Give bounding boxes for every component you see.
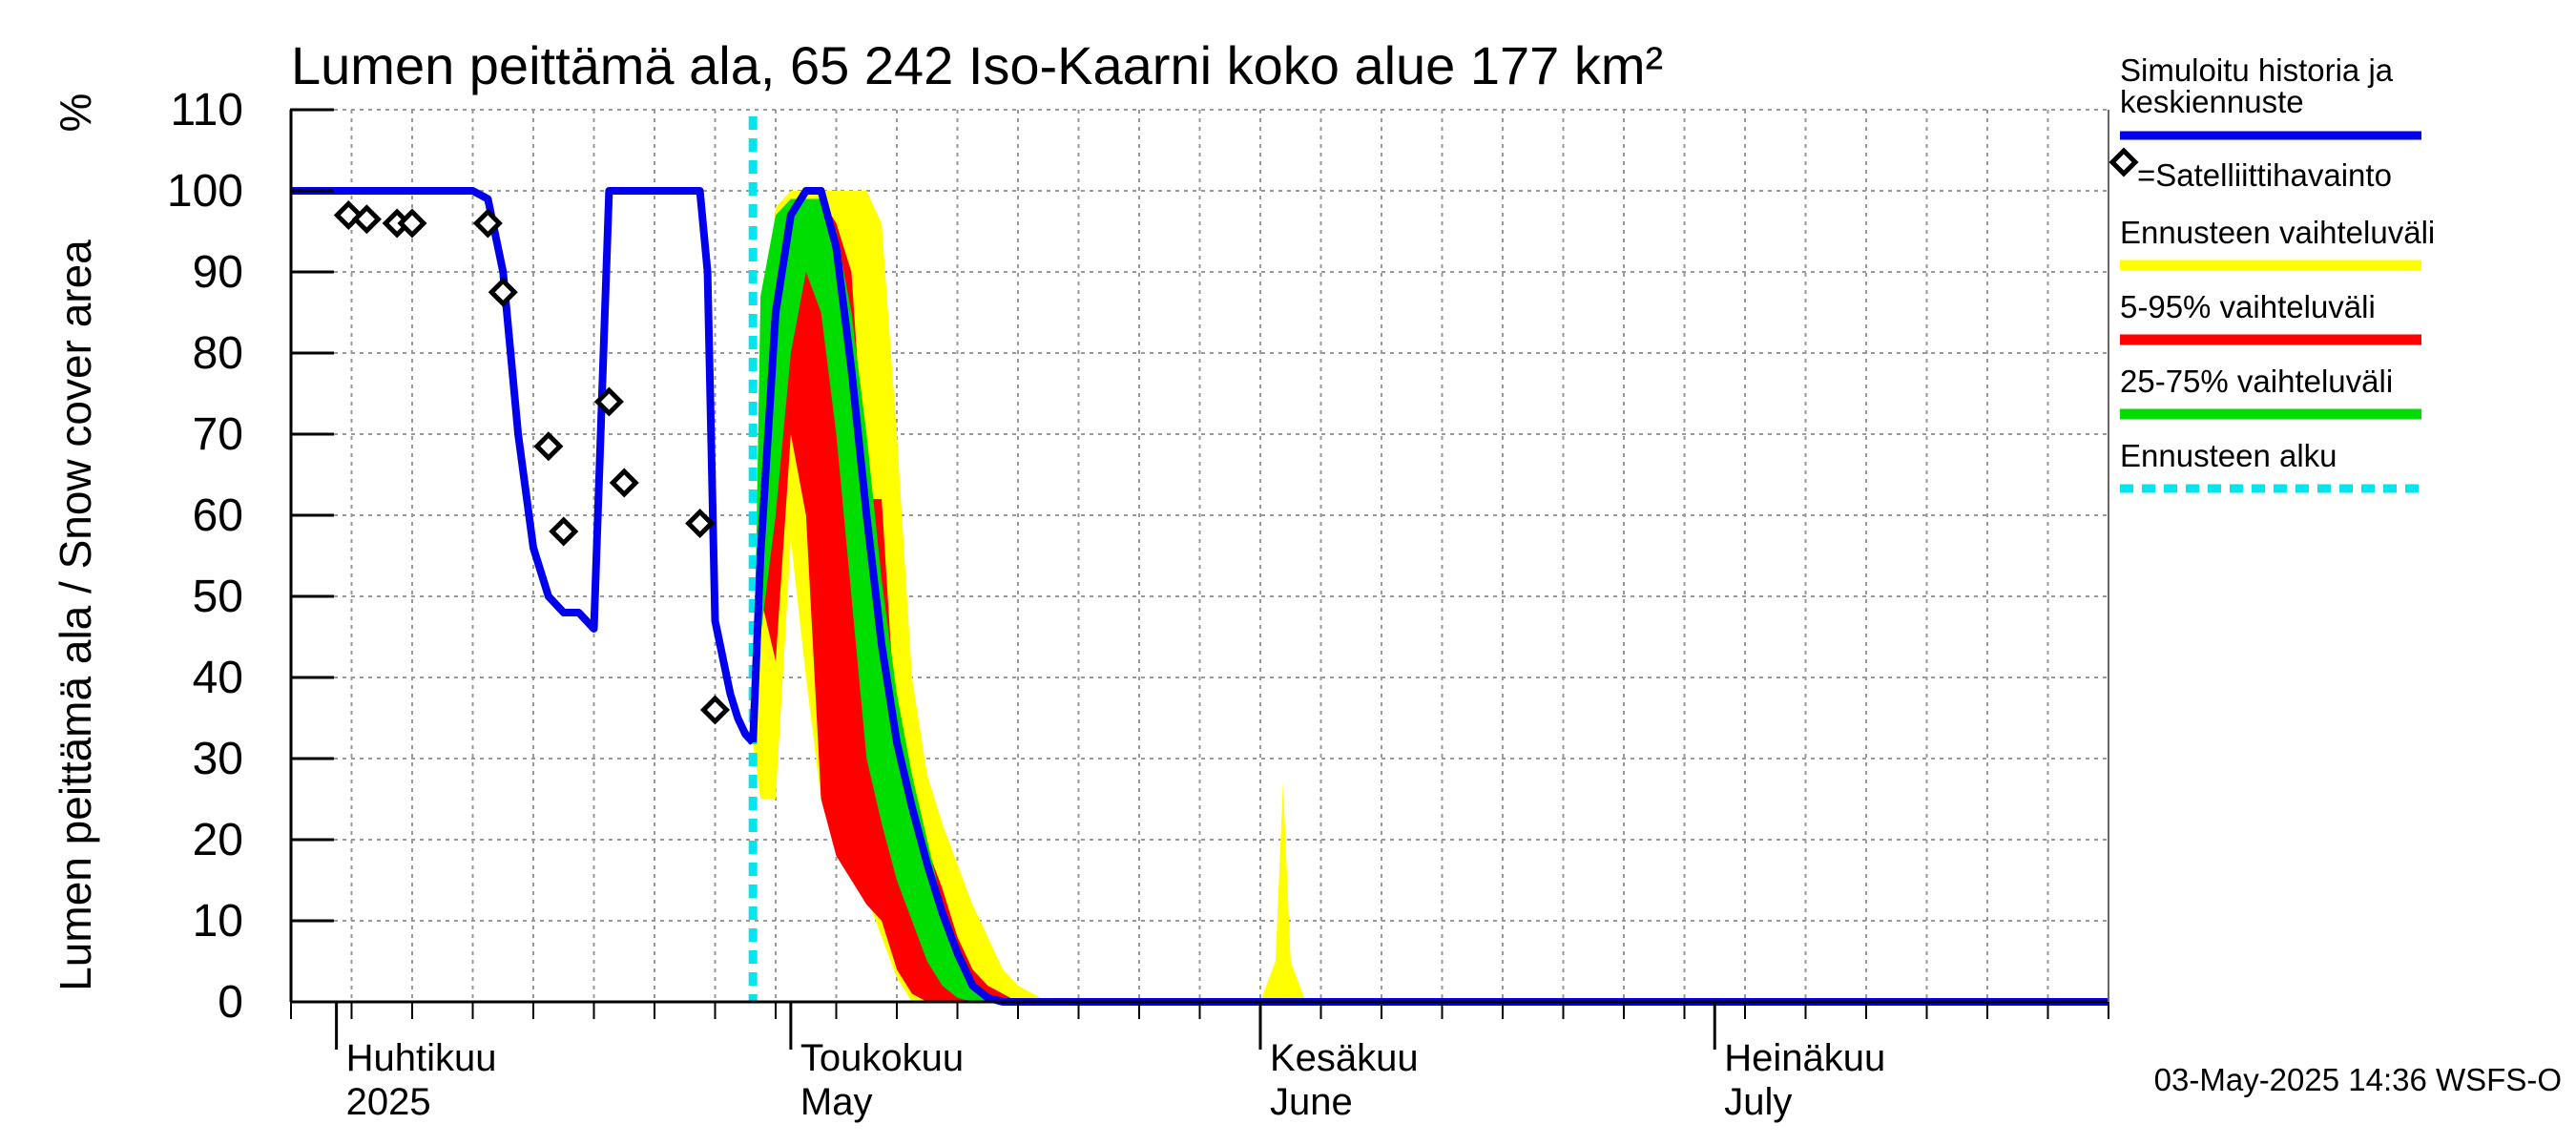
band-ennuste-range [753, 191, 2109, 1002]
y-tick-label: 0 [218, 977, 243, 1028]
timestamp-footer: 03-May-2025 14:36 WSFS-O [2154, 1062, 2562, 1097]
month-label: Toukokuu [800, 1037, 964, 1079]
y-tick-label: 30 [193, 734, 243, 784]
series-lines [291, 116, 2109, 1006]
month-sublabel: July [1724, 1081, 1792, 1123]
y-tick-label: 100 [167, 166, 243, 217]
y-tick-label: 80 [193, 328, 243, 379]
observation-point [593, 386, 624, 417]
observation-point [549, 516, 579, 547]
y-axis-label: Lumen peittämä ala / Snow cover area [51, 239, 100, 991]
observation-point [609, 468, 639, 498]
month-label: Kesäkuu [1270, 1037, 1419, 1079]
median-forecast-line [749, 187, 2109, 1006]
satellite-observations [333, 199, 731, 725]
grid [291, 109, 2109, 1003]
observation-point [488, 277, 518, 307]
legend-label-forecast-start: Ennusteen alku [2120, 438, 2337, 473]
y-tick-label: 20 [193, 815, 243, 865]
legend-label-observation: =Satelliittihavainto [2137, 157, 2392, 193]
month-label: Huhtikuu [346, 1037, 497, 1079]
month-sublabel: May [800, 1081, 873, 1123]
y-tick-label: 110 [170, 85, 243, 135]
forecast-bands [753, 191, 2109, 1002]
band-5-95 [753, 198, 2109, 1002]
chart-title: Lumen peittämä ala, 65 242 Iso-Kaarni ko… [291, 35, 1663, 95]
observation-point [533, 431, 564, 462]
legend-label-5-95: 5-95% vaihteluväli [2120, 289, 2376, 324]
month-sublabel: June [1270, 1081, 1353, 1123]
y-axis-unit: % [51, 94, 100, 133]
month-sublabel: 2025 [346, 1081, 431, 1123]
month-label: Heinäkuu [1724, 1037, 1885, 1079]
y-tick-label: 60 [193, 490, 243, 541]
legend-label-history: Simuloitu historia ja [2120, 52, 2394, 88]
history-line [291, 187, 757, 745]
y-tick-label: 90 [193, 247, 243, 298]
legend-swatch-observation [2109, 147, 2139, 177]
legend-label-ennuste-range: Ennusteen vaihteluväli [2120, 215, 2435, 250]
observation-point [699, 695, 731, 725]
observation-point [397, 208, 427, 239]
y-tick-label: 70 [193, 409, 243, 460]
legend-label-25-75: 25-75% vaihteluväli [2120, 364, 2393, 399]
observation-point [351, 204, 382, 235]
y-tick-label: 40 [193, 653, 243, 703]
y-tick-label: 10 [193, 896, 243, 947]
observation-point [472, 208, 503, 239]
observation-point [685, 508, 716, 539]
legend-label-history-line2: keskiennuste [2120, 84, 2304, 119]
y-tick-label: 50 [193, 572, 243, 622]
